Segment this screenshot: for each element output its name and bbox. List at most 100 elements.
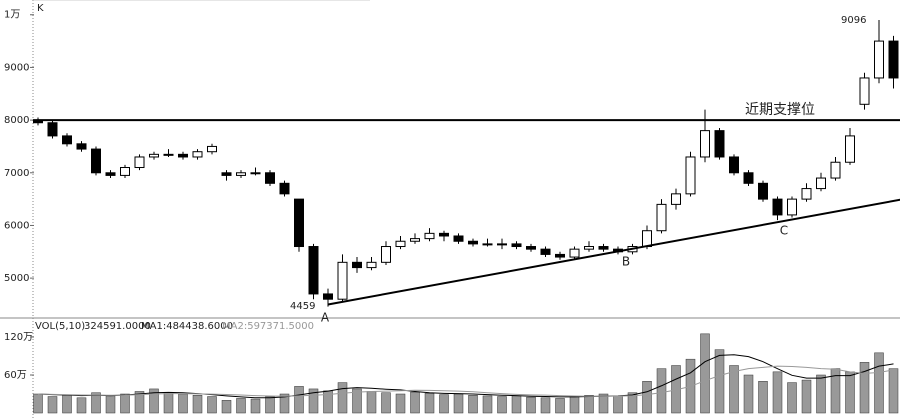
volume-bar [598,393,609,414]
candle-body [656,203,667,232]
candle-body [366,261,377,269]
volume-bar [468,395,478,414]
candle-body [859,77,870,105]
volume-title: VOL(5,10) [35,321,85,332]
candle-body [62,135,72,145]
volume-bar [497,396,507,414]
candle-body [569,248,580,258]
volume-bar [352,388,362,414]
volume-bar [439,394,449,414]
candle-body [236,172,246,176]
y-tick-label: 5000 [4,273,29,284]
candle-body [105,172,116,176]
volume-bar [134,391,145,414]
volume-bar [859,362,870,414]
candle-body [149,153,159,158]
candle-body [714,130,725,158]
volume-bar [584,395,594,414]
volume-bar [62,395,72,414]
candle-body [279,182,290,195]
candle-body [395,240,406,248]
candle-body [816,177,826,190]
volume-bar [613,395,623,414]
volume-bar [787,382,797,414]
candle-body [250,172,261,175]
volume-bar [47,396,58,414]
candle-body [178,153,188,158]
candle-body [671,193,681,205]
candle-body [758,182,768,200]
candle-body [265,172,275,184]
volume-bar [874,352,884,414]
y-tick-label: 7000 [4,168,29,179]
volume-bar [569,396,580,414]
candle-body [845,135,855,163]
point-label: C [780,224,788,238]
candle-body [482,243,493,246]
candle-body [772,198,783,216]
volume-bar [163,392,174,414]
candle-body [163,153,174,156]
candle-body [207,145,217,153]
candle-body [497,243,507,246]
volume-bar [555,398,565,414]
low-label: 4459 [290,301,315,312]
candle-body [526,246,536,250]
candle-body [453,235,464,242]
volume-bar [729,365,739,414]
volume-bar [366,391,377,414]
volume-bar [816,374,826,414]
candle-body [381,246,391,263]
legend-ma1: MA1:484438.6000 [141,321,233,332]
candle-body [424,232,435,240]
volume-bar [700,333,710,414]
volume-bar [91,392,101,414]
volume-bar [845,371,855,414]
candle-body [685,156,696,195]
volume-bar [308,388,319,414]
volume-bar [337,382,348,414]
candle-body [308,246,319,295]
volume-bar [526,396,536,414]
volume-bar [221,400,232,414]
candle-body [91,148,101,174]
volume-bar [511,395,522,414]
volume-bar [627,392,638,414]
trendline [327,198,900,306]
candle-body [540,248,551,255]
point-label: B [622,255,630,269]
volume-bar [482,395,493,414]
candle-body [787,198,797,216]
volume-bar [149,388,159,414]
y-tick-label: 9000 [4,62,29,73]
volume-bar [714,349,725,414]
volume-bar [772,371,783,414]
volume-bar [294,386,304,414]
y-tick-label: 120万 [4,332,33,343]
volume-bar [250,398,261,414]
volume-bar [830,368,841,414]
candle-body [352,261,362,269]
y-tick-label: 6000 [4,220,29,231]
y-tick-label: 60万 [4,370,27,381]
y-tick-label: 8000 [4,115,29,126]
candle-body [134,156,145,169]
volume-bar [76,397,87,414]
candle-body [743,172,754,184]
ma-line [37,354,894,399]
candle-body [410,238,420,242]
candle-body [729,156,739,174]
candle-body [76,143,87,150]
candle-body [642,230,652,248]
candle-body [830,161,841,179]
candle-body [700,130,710,158]
volume-bar [33,393,43,414]
candle-body [801,188,812,200]
volume-bar [424,393,435,414]
candle-body [439,232,449,237]
candle-body [598,246,609,250]
volume-bar [192,395,203,414]
volume-bar [888,368,899,414]
candle-body [888,40,899,79]
